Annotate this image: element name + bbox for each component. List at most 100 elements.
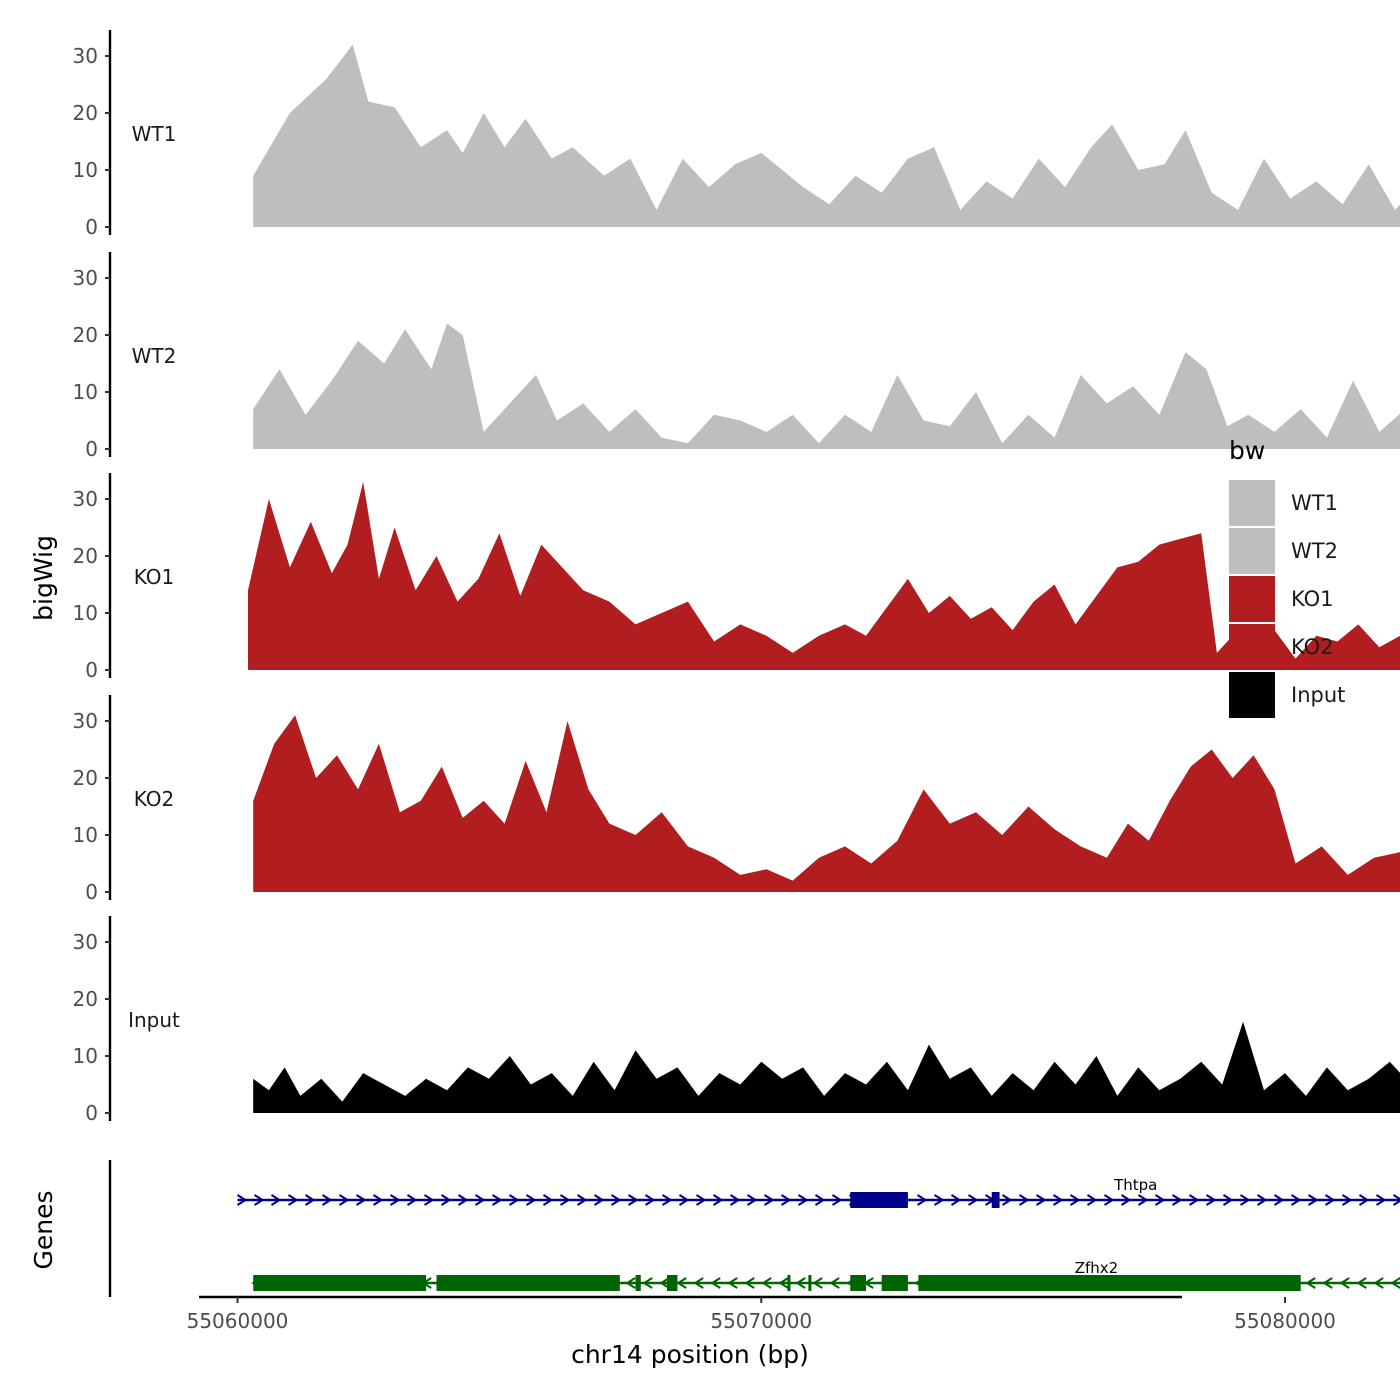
strand-arrow xyxy=(778,1277,789,1289)
x-axis-title: chr14 position (bp) xyxy=(571,1340,809,1369)
y-tick-label: 10 xyxy=(73,1044,98,1068)
track-wt1: 0 10 20 30 WT1 xyxy=(73,30,1400,239)
y-tick-label: 10 xyxy=(73,823,98,847)
strand-arrow xyxy=(661,1194,673,1206)
strand-arrow xyxy=(693,1277,704,1289)
y-tick-label: 0 xyxy=(85,880,98,904)
legend-label-ko2: KO2 xyxy=(1291,635,1334,659)
strand-arrow xyxy=(338,1194,350,1206)
y-tick-label: 10 xyxy=(73,380,98,404)
legend-key-input xyxy=(1229,672,1275,718)
gene-zfhx2: Zfhx2 xyxy=(251,1259,1400,1291)
y-tick-label: 10 xyxy=(73,601,98,625)
strand-arrow xyxy=(457,1194,469,1206)
strand-arrow xyxy=(1256,1194,1268,1206)
exon xyxy=(787,1275,791,1291)
track-input: 0 10 20 30 Input xyxy=(73,916,1400,1125)
strand-arrow xyxy=(474,1194,486,1206)
exon xyxy=(881,1275,908,1291)
exon xyxy=(850,1192,908,1208)
genes-axis-title: Genes xyxy=(29,1190,58,1269)
gene-label-zfhx2: Zfhx2 xyxy=(1075,1259,1118,1277)
strand-arrow xyxy=(440,1194,452,1206)
legend-label-wt1: WT1 xyxy=(1291,491,1338,515)
strand-arrow xyxy=(763,1194,775,1206)
legend-label-input: Input xyxy=(1291,683,1345,707)
coverage-area-ko1 xyxy=(248,481,1400,670)
legend: bw WT1 WT2 KO1 KO2 Input xyxy=(1229,436,1345,718)
strand-arrow xyxy=(610,1194,622,1206)
strand-arrow xyxy=(1324,1194,1336,1206)
coverage-area-wt1 xyxy=(253,44,1400,227)
strand-arrow xyxy=(1069,1194,1081,1206)
strand-arrow xyxy=(542,1194,554,1206)
x-axis: 55060000550700005508000055090000 xyxy=(187,1295,1336,1333)
genes-panel: Thtpa Zfhx2 xyxy=(108,1160,1400,1297)
track-label-ko1: KO1 xyxy=(134,565,175,589)
strand-arrow xyxy=(525,1194,537,1206)
strand-arrow xyxy=(576,1194,588,1206)
strand-arrow xyxy=(1001,1194,1013,1206)
strand-arrow xyxy=(761,1277,772,1289)
strand-arrow xyxy=(1390,1277,1400,1289)
y-tick-label: 30 xyxy=(73,44,98,68)
strand-arrow xyxy=(1341,1194,1353,1206)
strand-arrow xyxy=(916,1194,928,1206)
strand-arrow xyxy=(593,1194,605,1206)
strand-arrow xyxy=(1205,1194,1217,1206)
strand-arrow xyxy=(1018,1194,1030,1206)
y-tick-label: 10 xyxy=(73,158,98,182)
strand-arrow xyxy=(695,1194,707,1206)
strand-arrow xyxy=(1375,1194,1387,1206)
strand-arrow xyxy=(1273,1194,1285,1206)
y-tick-label: 0 xyxy=(85,1101,98,1125)
strand-arrow xyxy=(950,1194,962,1206)
strand-arrow xyxy=(423,1194,435,1206)
strand-arrow xyxy=(795,1277,806,1289)
strand-arrow xyxy=(508,1194,520,1206)
strand-arrow xyxy=(642,1277,653,1289)
strand-arrow xyxy=(1356,1277,1367,1289)
strand-arrow xyxy=(780,1194,792,1206)
strand-arrow xyxy=(744,1277,755,1289)
strand-arrow xyxy=(831,1194,843,1206)
strand-arrow xyxy=(1222,1194,1234,1206)
track-label-wt2: WT2 xyxy=(132,344,177,368)
strand-arrow xyxy=(1307,1194,1319,1206)
legend-key-ko2 xyxy=(1229,624,1275,670)
x-tick-label: 55060000 xyxy=(187,1309,289,1333)
strand-arrow xyxy=(355,1194,367,1206)
y-tick-label: 0 xyxy=(85,215,98,239)
strand-arrow xyxy=(625,1277,636,1289)
strand-arrow xyxy=(1290,1194,1302,1206)
exon xyxy=(253,1275,427,1291)
strand-arrow xyxy=(321,1194,333,1206)
legend-key-ko1 xyxy=(1229,576,1275,622)
strand-arrow xyxy=(406,1194,418,1206)
legend-label-wt2: WT2 xyxy=(1291,539,1338,563)
y-tick-label: 30 xyxy=(73,266,98,290)
y-tick-label: 0 xyxy=(85,437,98,461)
strand-arrow xyxy=(746,1194,758,1206)
strand-arrow xyxy=(372,1194,384,1206)
strand-arrow xyxy=(1086,1194,1098,1206)
y-tick-label: 30 xyxy=(73,930,98,954)
exon xyxy=(991,1192,1000,1208)
strand-arrow xyxy=(1305,1277,1316,1289)
strand-arrow xyxy=(1137,1194,1149,1206)
strand-arrow xyxy=(1154,1194,1166,1206)
strand-arrow xyxy=(253,1194,265,1206)
strand-arrow xyxy=(236,1194,248,1206)
strand-arrow xyxy=(814,1194,826,1206)
exon xyxy=(635,1275,641,1291)
gene-thtpa: Thtpa xyxy=(236,1176,1400,1208)
strand-arrow xyxy=(678,1194,690,1206)
track-panels: 0 10 20 30 WT1 0 10 20 30 WT2 0 10 20 30 KO1 0 10 20 30 KO2… xyxy=(73,30,1400,1125)
strand-arrow xyxy=(1188,1194,1200,1206)
y-tick-label: 30 xyxy=(73,709,98,733)
strand-arrow xyxy=(644,1194,656,1206)
track-ko1: 0 10 20 30 KO1 xyxy=(73,473,1400,682)
track-ko2: 0 10 20 30 KO2 xyxy=(73,695,1400,904)
strand-arrow xyxy=(1052,1194,1064,1206)
strand-arrow xyxy=(729,1194,741,1206)
